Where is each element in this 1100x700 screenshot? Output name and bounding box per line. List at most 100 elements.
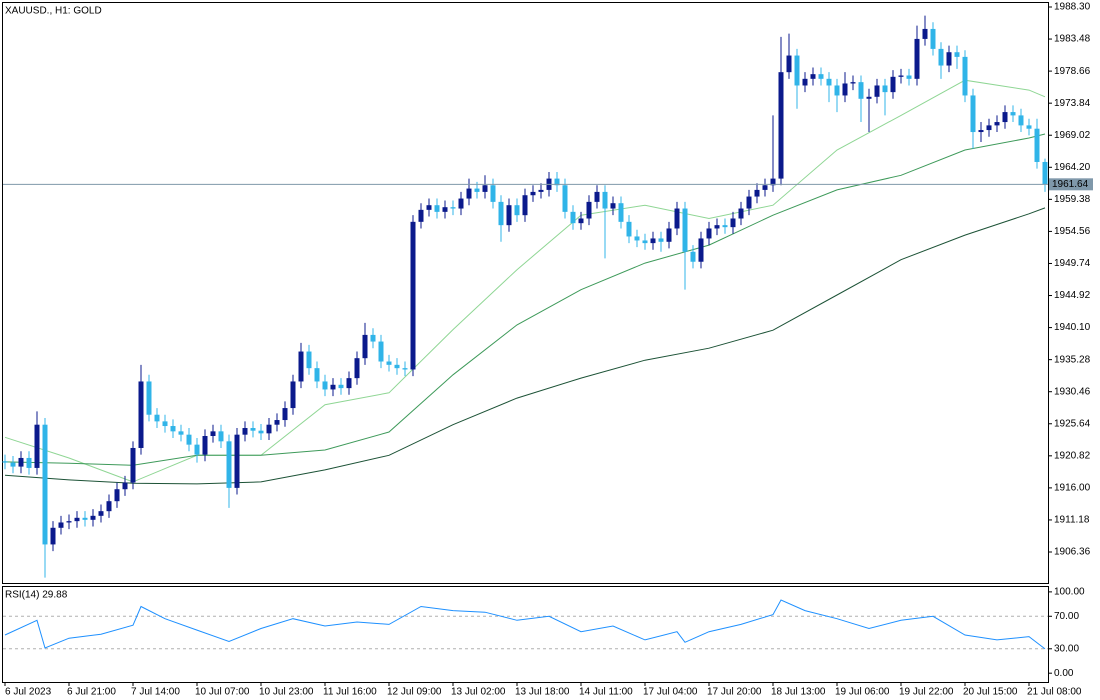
candle-body bbox=[1002, 112, 1008, 123]
candle-body bbox=[90, 515, 96, 520]
candle-body bbox=[410, 221, 416, 370]
candle-body bbox=[1042, 161, 1048, 185]
candle-body bbox=[738, 208, 744, 219]
candle-body bbox=[562, 185, 568, 212]
candle-body bbox=[602, 191, 608, 209]
x-tick-label: 14 Jul 11:00 bbox=[579, 687, 633, 698]
candle-body bbox=[114, 489, 120, 502]
y-tick-label: 1906.36 bbox=[1054, 547, 1091, 558]
candle-body bbox=[714, 225, 720, 229]
candle-body bbox=[962, 56, 968, 96]
candle-body bbox=[290, 381, 296, 409]
candle-body bbox=[42, 424, 48, 545]
candle-body bbox=[266, 424, 272, 434]
candle-body bbox=[906, 75, 912, 79]
candle-body bbox=[234, 434, 240, 488]
candle-body bbox=[882, 85, 888, 93]
candle-body bbox=[426, 205, 432, 210]
candle-body bbox=[34, 424, 40, 468]
candle-body bbox=[682, 208, 688, 252]
x-tick-label: 10 Jul 07:00 bbox=[195, 687, 250, 698]
candle-body bbox=[586, 201, 592, 219]
x-tick-label: 20 Jul 15:00 bbox=[963, 687, 1018, 698]
y-tick-label: 1964.20 bbox=[1054, 162, 1091, 173]
candle-body bbox=[570, 211, 576, 224]
moving-average-line bbox=[4, 79, 1046, 483]
y-tick-label: 1988.30 bbox=[1054, 2, 1091, 13]
candle-body bbox=[746, 196, 752, 209]
x-tick-label: 17 Jul 04:00 bbox=[643, 687, 698, 698]
candle-body bbox=[690, 251, 696, 262]
y-tick-label: 1925.64 bbox=[1054, 418, 1091, 429]
candle-body bbox=[306, 351, 312, 369]
y-tick-label: 1935.28 bbox=[1054, 354, 1091, 365]
candle-body bbox=[250, 428, 256, 431]
candle-body bbox=[818, 74, 824, 79]
chart-title: XAUUSD., H1: GOLD bbox=[5, 6, 102, 17]
candle-body bbox=[466, 188, 472, 199]
candle-body bbox=[578, 218, 584, 224]
x-tick-label: 21 Jul 08:00 bbox=[1027, 687, 1082, 698]
candle-body bbox=[106, 501, 112, 512]
candle-body bbox=[346, 378, 352, 389]
candle-body bbox=[522, 195, 528, 216]
candle-body bbox=[66, 521, 72, 523]
x-tick-label: 19 Jul 06:00 bbox=[835, 687, 890, 698]
candle-body bbox=[146, 381, 152, 415]
x-tick-label: 18 Jul 13:00 bbox=[771, 687, 826, 698]
candle-body bbox=[922, 28, 928, 39]
candle-body bbox=[458, 198, 464, 209]
candle-body bbox=[362, 334, 368, 359]
candle-body bbox=[946, 52, 952, 66]
y-tick-label: 1959.38 bbox=[1054, 194, 1091, 205]
x-tick-label: 11 Jul 16:00 bbox=[323, 687, 377, 698]
candle-body bbox=[762, 185, 768, 190]
moving-average-line bbox=[4, 207, 1046, 485]
x-tick-label: 7 Jul 14:00 bbox=[131, 687, 180, 698]
candle-body bbox=[858, 82, 864, 99]
candle-body bbox=[954, 52, 960, 57]
y-tick-label: 1973.84 bbox=[1054, 98, 1091, 109]
candle-body bbox=[58, 522, 64, 528]
candle-body bbox=[490, 185, 496, 202]
y-tick-label: 1983.48 bbox=[1054, 34, 1091, 45]
candle-body bbox=[170, 426, 176, 432]
candle-body bbox=[226, 441, 232, 488]
candle-body bbox=[1026, 125, 1032, 129]
y-tick-label: 1940.10 bbox=[1054, 322, 1091, 333]
candle-body bbox=[642, 240, 648, 244]
y-tick-label: 70.00 bbox=[1054, 611, 1079, 622]
x-tick-label: 19 Jul 22:00 bbox=[899, 687, 954, 698]
y-tick-label: 1920.82 bbox=[1054, 450, 1091, 461]
candle-body bbox=[314, 368, 320, 382]
x-tick-label: 6 Jul 2023 bbox=[5, 687, 52, 698]
candle-body bbox=[18, 457, 24, 467]
candle-body bbox=[674, 208, 680, 229]
candle-body bbox=[802, 78, 808, 86]
candle-body bbox=[754, 189, 760, 197]
candle-body bbox=[706, 228, 712, 239]
candle-body bbox=[218, 431, 224, 442]
candle-body bbox=[618, 203, 624, 222]
candle-body bbox=[474, 188, 480, 192]
candle-body bbox=[730, 218, 736, 228]
candle-body bbox=[26, 457, 32, 468]
candle-body bbox=[74, 517, 80, 522]
candle-body bbox=[594, 191, 600, 202]
candle-body bbox=[450, 207, 456, 209]
candle-body bbox=[322, 381, 328, 390]
candle-body bbox=[994, 122, 1000, 126]
candle-body bbox=[514, 205, 520, 216]
candle-body bbox=[386, 361, 392, 365]
candle-body bbox=[50, 527, 56, 545]
candle-body bbox=[298, 351, 304, 382]
candle-body bbox=[282, 408, 288, 421]
candle-body bbox=[530, 191, 536, 196]
candle-body bbox=[482, 185, 488, 192]
y-tick-label: 1978.66 bbox=[1054, 66, 1091, 77]
candle-body bbox=[650, 238, 656, 244]
candle-body bbox=[794, 55, 800, 86]
x-tick-label: 17 Jul 20:00 bbox=[707, 687, 762, 698]
